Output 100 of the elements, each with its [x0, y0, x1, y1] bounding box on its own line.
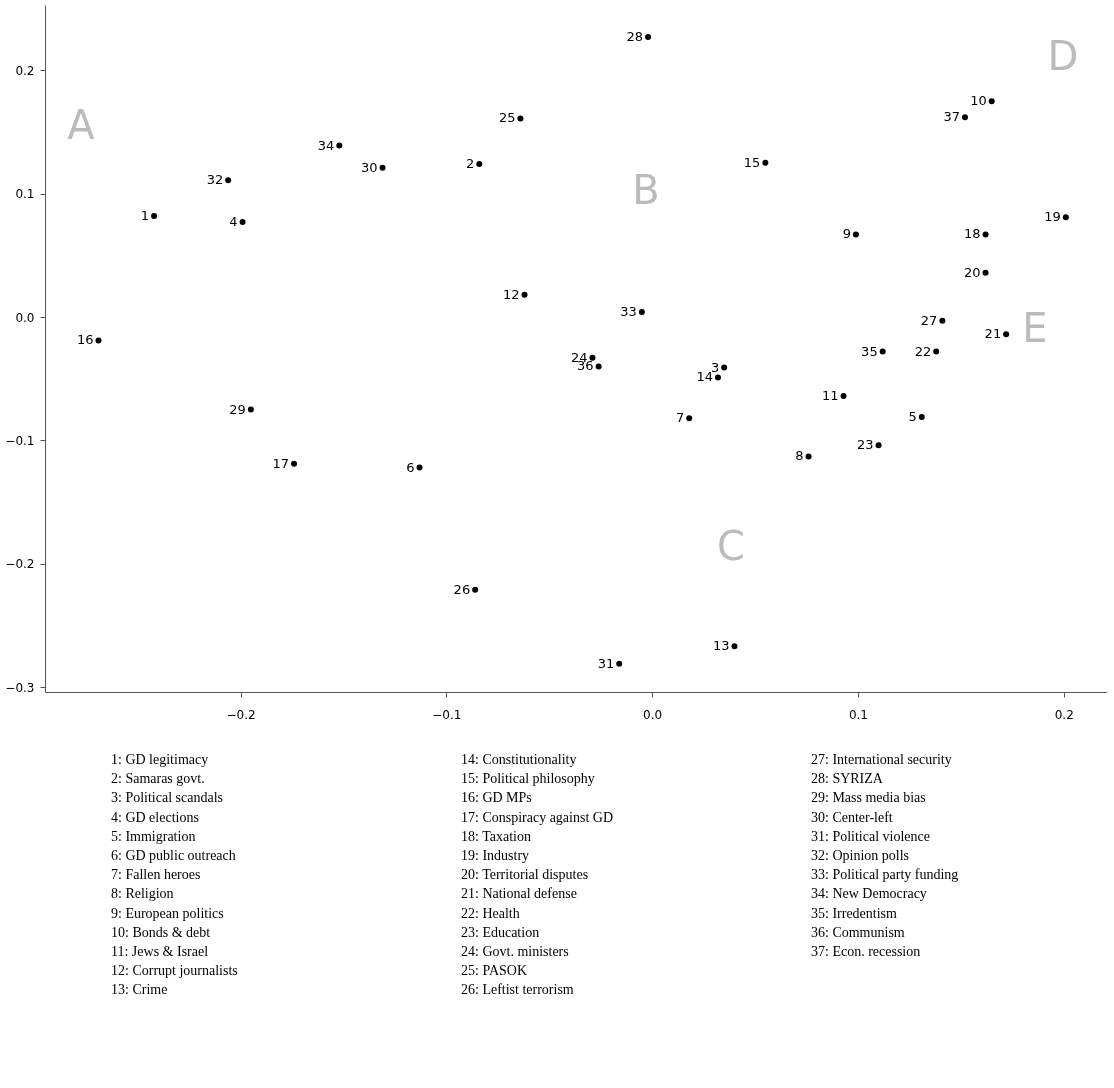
annotation: 3: [710, 359, 720, 375]
annotation: B: [632, 167, 660, 213]
annotation: 26: [453, 581, 471, 597]
annotation: 19: [1044, 209, 1061, 225]
text: 27: International security: [811, 752, 952, 767]
x-tick-label: −0.1: [432, 707, 462, 722]
point: [589, 354, 596, 361]
annotation: 33: [620, 304, 637, 320]
point: [805, 453, 812, 460]
text: 9: European politics: [111, 905, 224, 921]
annotation: 6: [406, 459, 415, 475]
point: [933, 348, 940, 355]
annotation: 17: [272, 455, 290, 471]
text: 26: Leftist terrorism: [461, 982, 574, 998]
text: 17: Conspiracy against GD: [461, 809, 614, 825]
annotation: 15: [743, 154, 761, 170]
point: [336, 142, 343, 149]
text: 15: Political philosophy: [461, 771, 595, 787]
point: [686, 415, 693, 422]
point: [225, 177, 232, 184]
annotation: 28: [626, 29, 644, 45]
annotation: 18: [964, 226, 981, 242]
point: [762, 159, 769, 166]
text: 5: Immigration: [111, 828, 196, 844]
annotation: C: [717, 523, 745, 569]
text: 1: GD legitimacy: [111, 752, 209, 767]
text: 6: GD public outreach: [111, 848, 236, 863]
annotation: 7: [675, 410, 685, 426]
annotation: 37: [943, 109, 960, 125]
point: [721, 364, 728, 371]
y-tick-label: 0.1: [15, 187, 35, 202]
text: 29: Mass media bias: [811, 790, 926, 806]
text: 19: Industry: [461, 848, 530, 863]
text: 30: Center-left: [811, 809, 893, 825]
point: [961, 114, 968, 121]
annotation: 11: [822, 387, 839, 403]
annotation: A: [67, 102, 96, 148]
point: [151, 212, 158, 219]
y-tick-label: −0.1: [5, 433, 35, 448]
text: 2: Samaras govt.: [111, 771, 205, 787]
point: [247, 406, 254, 413]
point: [879, 348, 886, 355]
annotation: 32: [206, 172, 224, 188]
text: 12: Corrupt journalists: [111, 963, 238, 979]
annotation: 22: [914, 343, 932, 359]
point: [840, 392, 847, 399]
point: [731, 643, 738, 650]
point: [595, 363, 602, 370]
text: 20: Territorial disputes: [461, 867, 589, 883]
point: [988, 98, 995, 105]
annotation: 4: [229, 214, 238, 230]
annotation: 27: [920, 312, 938, 328]
annotation: 29: [229, 401, 246, 417]
text: 14: Constitutionality: [461, 752, 577, 767]
annotation: 20: [964, 264, 981, 280]
point: [476, 161, 483, 168]
point: [291, 460, 298, 467]
point: [1003, 331, 1010, 338]
text: 18: Taxation: [461, 828, 531, 844]
point: [982, 231, 989, 238]
annotation: 23: [857, 437, 874, 453]
annotation: 21: [984, 326, 1002, 342]
annotation: 12: [503, 286, 520, 302]
point: [638, 309, 645, 316]
annotation: 25: [498, 110, 516, 126]
point: [416, 464, 423, 471]
text: 35: Irredentism: [811, 905, 898, 921]
point: [918, 413, 925, 420]
point: [239, 219, 246, 226]
text: 21: National defense: [461, 886, 577, 902]
text: 36: Communism: [811, 924, 905, 940]
point: [472, 586, 479, 593]
text: 10: Bonds & debt: [111, 924, 211, 940]
x-tick-label: −0.2: [226, 707, 256, 722]
annotation: D: [1047, 33, 1079, 79]
y-tick-label: 0.0: [15, 310, 35, 325]
annotation: 30: [360, 159, 378, 175]
point: [852, 231, 859, 238]
text: 37: Econ. recession: [811, 944, 921, 959]
text: 16: GD MPs: [461, 790, 532, 806]
point: [875, 442, 882, 449]
text: 8: Religion: [111, 886, 174, 902]
y-tick-label: −0.3: [5, 680, 35, 695]
annotation: 34: [317, 137, 335, 153]
point: [379, 164, 386, 171]
x-tick-label: 0.2: [1054, 707, 1074, 722]
text: 23: Education: [461, 924, 540, 940]
text: 25: PASOK: [461, 963, 528, 979]
annotation: 8: [795, 448, 804, 464]
text: 28: SYRIZA: [811, 771, 884, 787]
point: [517, 115, 524, 122]
y-tick-label: 0.2: [15, 63, 35, 78]
x-tick-label: 0.0: [643, 707, 663, 722]
point: [1062, 214, 1069, 221]
text: 13: Crime: [111, 982, 168, 998]
annotation: 9: [842, 226, 851, 242]
text: 34: New Democracy: [811, 886, 927, 902]
text: 22: Health: [461, 905, 520, 921]
text: 32: Opinion polls: [811, 848, 910, 863]
y-tick-label: −0.2: [5, 557, 35, 572]
